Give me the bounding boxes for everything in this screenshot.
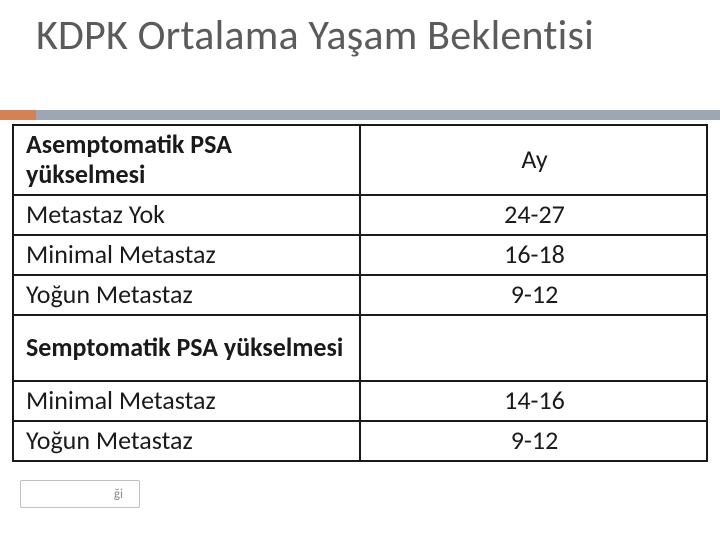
cell-text: Minimal Metastaz (26, 384, 216, 416)
cell-text: Yoğun Metastaz (26, 424, 193, 456)
table-row: Yoğun Metastaz 9-12 (13, 275, 707, 315)
title-underline (36, 110, 720, 120)
page-title: KDPK Ortalama Yaşam Beklentisi (36, 12, 700, 59)
cell-text: Asemptomatik PSA yükselmesi (26, 128, 232, 190)
cell-text: 16-18 (504, 238, 565, 270)
accent-bar (0, 110, 36, 120)
cell-text: Yoğun Metastaz (26, 278, 193, 310)
cell-text: 9-12 (511, 278, 559, 310)
cell-text: Minimal Metastaz (26, 238, 216, 270)
table-row: Minimal Metastaz 14-16 (13, 381, 707, 421)
table-row: Metastaz Yok 24-27 (13, 195, 707, 235)
footer-text-fragment: ği (114, 487, 123, 502)
table-row: Minimal Metastaz 16-18 (13, 235, 707, 275)
slide: KDPK Ortalama Yaşam Beklentisi Asemptoma… (0, 0, 720, 540)
table-wrap: Asemptomatik PSA yükselmesi Ay Metastaz … (12, 124, 708, 462)
cell-text: 14-16 (504, 384, 565, 416)
cell-text: Semptomatik PSA yükselmesi (26, 331, 343, 363)
cell-text: Metastaz Yok (26, 198, 165, 230)
footer-box: ği (20, 480, 140, 508)
cell-text: Ay (521, 143, 547, 175)
title-wrap: KDPK Ortalama Yaşam Beklentisi (36, 12, 700, 59)
table-row: Asemptomatik PSA yükselmesi Ay (13, 125, 707, 195)
table-row: Yoğun Metastaz 9-12 (13, 421, 707, 461)
cell-text: 24-27 (504, 198, 565, 230)
cell-text: 9-12 (511, 424, 559, 456)
survival-table: Asemptomatik PSA yükselmesi Ay Metastaz … (12, 124, 708, 462)
table-row: Semptomatik PSA yükselmesi (13, 315, 707, 381)
